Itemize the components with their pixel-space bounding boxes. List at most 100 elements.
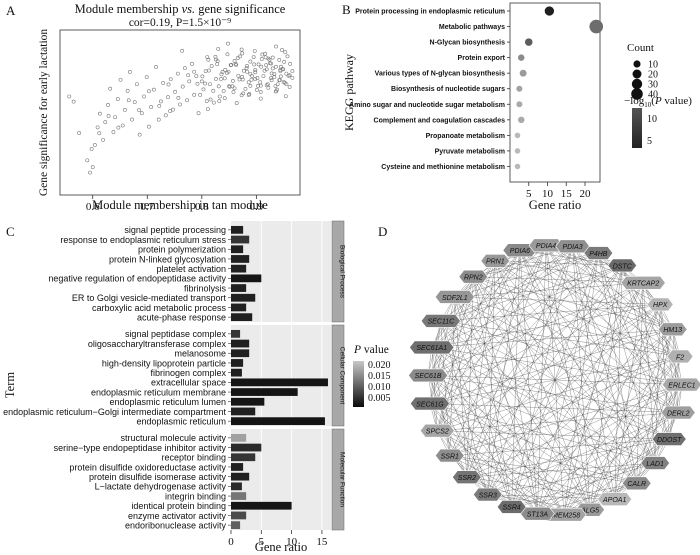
data-point	[229, 62, 234, 67]
data-point	[198, 92, 203, 97]
data-point	[240, 77, 245, 82]
data-point	[127, 70, 132, 74]
data-point	[287, 85, 292, 89]
x-tick-label: 0.8	[195, 201, 209, 213]
p-legend-label: 0.020	[368, 360, 391, 371]
data-point	[219, 72, 224, 77]
data-point	[180, 48, 185, 53]
kegg-dot	[514, 132, 521, 139]
network-edge	[429, 403, 468, 478]
network-edge	[440, 320, 637, 484]
panel-c-go-barplot: C Biological Process signal peptide proces…	[3, 220, 391, 554]
data-point	[216, 46, 221, 51]
term-label: endoplasmic reticulum lumen	[109, 397, 226, 407]
network-edge	[429, 403, 591, 510]
data-point	[199, 79, 204, 84]
size-legend-dot	[632, 69, 642, 79]
data-point	[186, 73, 191, 78]
network-edge	[427, 250, 521, 376]
data-point	[269, 76, 273, 80]
network-edge	[440, 320, 681, 357]
term-bar	[231, 407, 256, 416]
size-legend-dot	[633, 60, 641, 68]
network-edge	[495, 260, 644, 283]
data-point	[247, 91, 252, 96]
data-point	[168, 109, 173, 113]
term-label: serine−type endopeptidase inhibitor acti…	[54, 443, 227, 453]
network-edge	[437, 412, 679, 431]
data-point	[285, 54, 290, 59]
chart-title: Module membership vs. gene significance	[75, 2, 286, 16]
network-node-label: ALG5	[580, 508, 599, 515]
term-bar	[231, 359, 244, 367]
network-edge	[487, 494, 615, 500]
network-node	[496, 500, 527, 514]
data-point	[266, 56, 271, 61]
term-bar	[231, 492, 247, 500]
network-node	[434, 448, 465, 463]
data-point	[258, 96, 263, 101]
network-edge	[466, 384, 682, 478]
data-point	[200, 74, 205, 79]
data-point	[149, 105, 153, 109]
data-point	[232, 86, 237, 91]
size-legend-dot	[631, 78, 643, 90]
network-edge	[428, 375, 679, 413]
x-tick-label: 5	[526, 188, 532, 200]
data-point	[272, 75, 277, 80]
data-point	[241, 91, 246, 96]
data-point	[269, 61, 273, 66]
term-bar	[231, 501, 292, 510]
network-edge	[449, 253, 599, 456]
kegg-dot	[544, 6, 555, 16]
kegg-dot	[514, 163, 521, 170]
data-point	[232, 58, 237, 63]
data-point	[166, 82, 171, 87]
y-tick-label: N-Glycan biosynthesis	[430, 40, 506, 47]
data-point	[115, 97, 120, 101]
data-point	[163, 113, 168, 118]
data-point	[258, 83, 263, 88]
network-edge	[437, 282, 644, 431]
panel-d-ppi-network: D PDIA6 PDIA4 PDIA3 P4HB DSTC KRTCAP2 HPX HM13 F2…	[378, 224, 700, 522]
network-edge	[636, 329, 673, 484]
network-node-label: PDIA3	[562, 244, 582, 251]
data-point	[93, 143, 97, 147]
data-point	[277, 58, 282, 62]
network-node-label: TMEM258	[548, 512, 580, 519]
data-point	[241, 68, 246, 73]
data-point	[274, 89, 278, 94]
data-point	[256, 83, 260, 88]
data-point	[234, 101, 239, 105]
network-node-label: SPCS2	[426, 428, 449, 435]
network-edge	[495, 260, 673, 330]
network-edge	[487, 412, 679, 495]
network-edge	[454, 296, 512, 507]
term-label: endoribonuclease activity	[125, 520, 227, 530]
data-point	[147, 89, 151, 94]
data-point	[154, 65, 158, 69]
data-point	[178, 102, 182, 107]
kegg-dot	[518, 116, 525, 124]
data-point	[221, 89, 226, 93]
data-point	[269, 78, 274, 83]
color-legend-title: −log10(P value)	[624, 95, 692, 109]
data-point	[227, 84, 232, 89]
data-point	[88, 170, 92, 175]
term-bar	[231, 433, 247, 442]
data-point	[217, 99, 222, 104]
data-point	[95, 125, 100, 130]
data-point	[248, 83, 253, 88]
term-bar	[231, 511, 247, 520]
y-tick-label: Complement and coagulation cascades	[374, 117, 506, 124]
chart-subtitle: cor=0.19, P=1.5×10⁻⁹	[129, 17, 231, 29]
network-edge	[449, 438, 670, 456]
network-edge	[473, 276, 656, 464]
data-point	[71, 99, 76, 104]
network-node	[621, 476, 652, 491]
network-edge	[614, 282, 644, 500]
network-node	[651, 432, 687, 446]
data-point	[277, 78, 282, 83]
network-edge	[545, 245, 679, 413]
